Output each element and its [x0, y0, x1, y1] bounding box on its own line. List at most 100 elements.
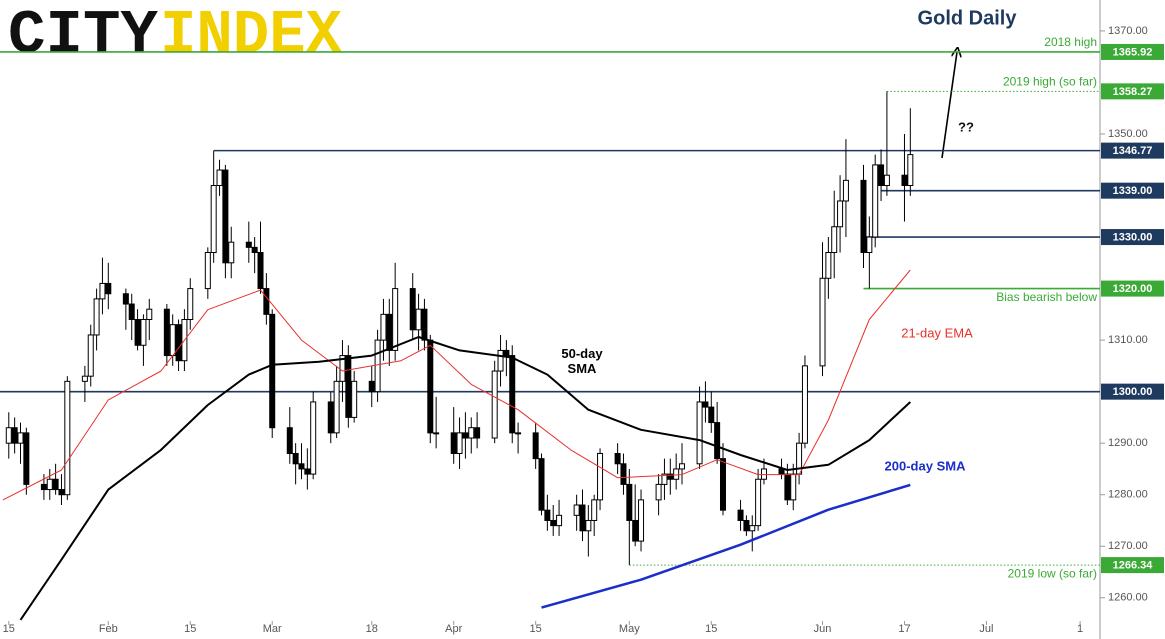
candle-body: [251, 246, 258, 254]
level-box: [1101, 83, 1164, 100]
candle-body: [579, 504, 586, 532]
candle-body: [825, 252, 832, 279]
candle-body: [433, 432, 440, 435]
candle-body: [538, 458, 545, 511]
level-label: 1346.77: [1113, 145, 1153, 157]
x-tick-label: 15: [3, 623, 15, 635]
y-tick-label: 1270.00: [1108, 540, 1148, 552]
y-tick-label: 1290.00: [1108, 437, 1148, 449]
candle-body: [743, 519, 750, 532]
candle-body: [673, 468, 680, 480]
candle-body: [585, 519, 592, 532]
candle-body: [210, 185, 217, 254]
candle-body: [310, 401, 317, 475]
level-box: [1101, 43, 1164, 60]
candle-body: [245, 241, 252, 248]
candle-body: [474, 427, 481, 439]
candle-body: [450, 432, 457, 454]
candle-body: [714, 422, 721, 460]
candle-body: [374, 339, 381, 393]
candle-body: [327, 401, 334, 434]
candle-body: [456, 432, 463, 454]
level-note: 2019 low (so far): [1008, 566, 1097, 580]
candle-body: [907, 154, 914, 187]
level-label: 1300.00: [1113, 386, 1153, 398]
level-note: 2018 high: [1044, 35, 1097, 49]
level-label: 1330.00: [1113, 231, 1153, 243]
chart-title: Gold Daily: [918, 7, 1018, 29]
candle-body: [146, 308, 153, 320]
logo-city: CITY: [8, 0, 159, 71]
candle-body: [17, 432, 24, 444]
ma-line: [541, 483, 911, 609]
candle-body: [784, 473, 791, 501]
x-tick-label: Jun: [814, 623, 832, 635]
candle-body: [87, 334, 94, 377]
x-tick-label: 15: [184, 623, 196, 635]
candle-body: [860, 179, 867, 254]
candle-body: [81, 375, 88, 382]
candle-body: [380, 313, 387, 341]
candle-body: [263, 288, 270, 315]
candle-body: [462, 432, 469, 439]
candle-body: [515, 432, 522, 435]
y-tick-label: 1370.00: [1108, 25, 1148, 37]
candle-body: [632, 519, 639, 542]
candle-body: [40, 483, 47, 491]
x-tick-label: Feb: [99, 623, 118, 635]
candle-body: [719, 458, 726, 511]
candle-body: [134, 319, 141, 346]
candle-body: [801, 365, 808, 444]
line-label: 50-day SMA: [561, 346, 603, 376]
candle-body: [333, 380, 340, 434]
y-tick-label: 1310.00: [1108, 334, 1148, 346]
level-label: 1320.00: [1113, 283, 1153, 295]
ma-line: [19, 336, 911, 621]
level-box: [1101, 229, 1164, 246]
arrow: [941, 52, 957, 159]
y-tick-label: 1280.00: [1108, 489, 1148, 501]
x-tick-label: Jul: [979, 623, 993, 635]
candle-body: [655, 483, 662, 501]
level-box: [1101, 182, 1164, 199]
candle-body: [52, 478, 59, 491]
candle-body: [556, 514, 563, 527]
candle-body: [128, 303, 135, 320]
level-label: 1339.00: [1113, 185, 1153, 197]
candle-body: [760, 468, 767, 480]
level-label: 1365.92: [1113, 46, 1153, 58]
candle-body: [819, 277, 826, 367]
candle-body: [5, 427, 12, 444]
candle-body: [842, 179, 849, 202]
candle-body: [216, 169, 223, 187]
candle-body: [883, 174, 890, 187]
candle-body: [550, 519, 557, 527]
level-note: Bias bearish below: [996, 290, 1097, 304]
level-box: [1101, 557, 1164, 574]
candle-body: [222, 169, 229, 264]
candle-body: [58, 489, 65, 496]
candle-body: [292, 452, 299, 465]
y-tick-label: 1260.00: [1108, 592, 1148, 604]
candle-body: [708, 406, 715, 424]
candle-body: [23, 432, 30, 485]
candle-body: [790, 473, 797, 501]
candle-body: [140, 319, 147, 346]
x-tick-label: 18: [366, 623, 378, 635]
candle-body: [702, 401, 709, 408]
candle-body: [620, 463, 627, 485]
candle-body: [696, 401, 703, 465]
candle-body: [421, 308, 428, 341]
candle-body: [749, 525, 756, 532]
candle-body: [99, 282, 106, 300]
level-label: 1266.34: [1113, 560, 1154, 572]
line-label: 200-day SMA: [885, 458, 967, 473]
candle-body: [286, 427, 293, 454]
candle-body: [269, 313, 276, 429]
candle-body: [532, 432, 539, 460]
candle-body: [169, 324, 176, 357]
annotation: ??: [958, 119, 974, 134]
x-tick-label: 15: [530, 623, 542, 635]
